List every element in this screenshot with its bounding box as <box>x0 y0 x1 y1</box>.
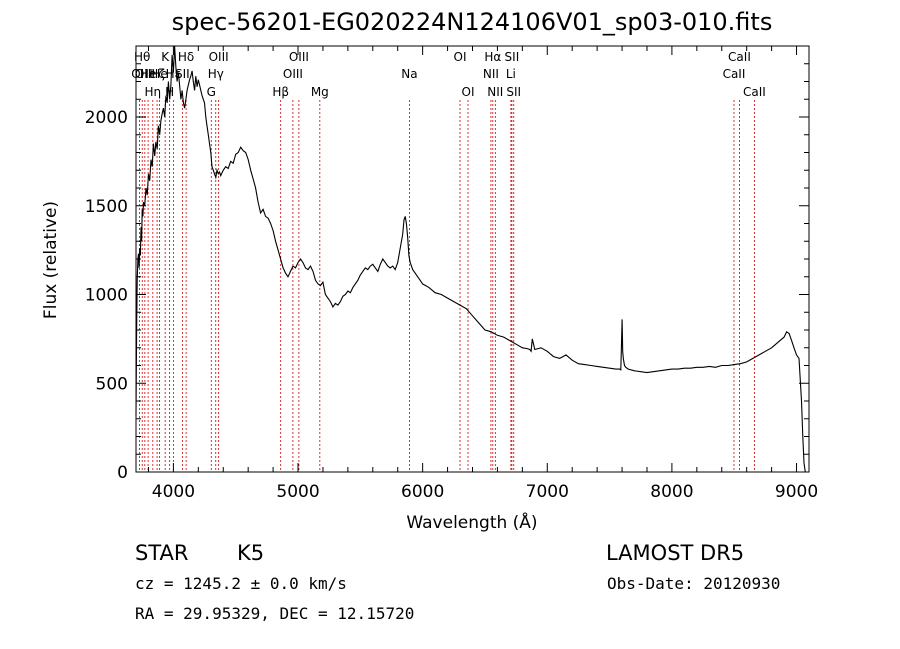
y-tick-label: 2000 <box>85 108 128 128</box>
x-tick-label: 5000 <box>276 482 319 502</box>
x-tick-label: 8000 <box>650 482 693 502</box>
spectral-line-label: He <box>151 67 167 81</box>
spectral-line-label: OIII <box>135 67 155 81</box>
spectral-line-label: Hα <box>484 50 501 64</box>
x-tick-label: 7000 <box>526 482 569 502</box>
x-tick-label: 4000 <box>152 482 195 502</box>
spectral-line-label: He <box>140 67 156 81</box>
survey-label: LAMOST DR5 <box>606 541 744 565</box>
spectral-line-label: CaII <box>723 67 746 81</box>
spectral-line-labels: OIIHθOIIIHeHηHζHeKHHεSIIHδGHγOIIIHβOIIIO… <box>131 50 766 99</box>
spectral-line-label: OI <box>454 50 467 64</box>
spectral-line-label: G <box>207 85 216 99</box>
spectral-line-label: Li <box>506 67 516 81</box>
y-tick-label: 500 <box>96 374 128 394</box>
chart-title: spec-56201-EG020224N124106V01_sp03-010.f… <box>172 8 773 36</box>
spectral-line-label: K <box>161 50 170 64</box>
object-class: STAR <box>135 541 188 565</box>
spectral-line-label: SII <box>505 50 520 64</box>
coordinates-text: RA = 29.95329, DEC = 12.15720 <box>135 604 414 623</box>
x-axis-label: Wavelength (Å) <box>406 511 537 533</box>
spectral-line-label: Hβ <box>272 85 289 99</box>
x-tick-label: 9000 <box>775 482 818 502</box>
spectral-line-label: SII <box>506 85 521 99</box>
y-axis-label: Flux (relative) <box>41 201 61 319</box>
spectral-line-label: OIII <box>289 50 309 64</box>
observation-date: Obs-Date: 20120930 <box>607 574 780 593</box>
spectrum-series-line <box>135 45 806 473</box>
spectral-line-label: OIII <box>209 50 229 64</box>
spectral-line-label: NII <box>487 85 503 99</box>
spectral-line-label: Hζ <box>149 67 165 81</box>
spectral-line-label: Hδ <box>178 50 194 64</box>
spectral-line-label: Na <box>401 67 417 81</box>
x-tick-label: 6000 <box>401 482 444 502</box>
spectral-line-label: OI <box>462 85 475 99</box>
spectral-line-markers <box>139 100 755 472</box>
redshift-text: cz = 1245.2 ± 0.0 km/s <box>135 574 347 593</box>
spectral-line-label: CaII <box>728 50 751 64</box>
plot-frame <box>135 45 810 473</box>
y-tick-label: 1500 <box>85 197 128 217</box>
x-axis-ticks: 4000 5000 6000 7000 8000 9000 <box>147 46 818 502</box>
y-tick-label: 1000 <box>85 286 128 306</box>
y-tick-label: 0 <box>117 463 128 483</box>
spectral-line-label: OIII <box>283 67 303 81</box>
object-subclass: K5 <box>237 541 264 565</box>
spectral-line-label: Hθ <box>134 50 150 64</box>
spectral-line-label: Hγ <box>208 67 224 81</box>
spectral-line-label: Hη <box>145 85 162 99</box>
spectral-line-label: OII <box>131 67 148 81</box>
y-axis-ticks: 0 500 1000 1500 2000 <box>85 45 809 483</box>
spectral-line-label: Mg <box>311 85 329 99</box>
spectral-line-label: CaII <box>743 85 766 99</box>
spectral-line-label: NII <box>483 67 499 81</box>
